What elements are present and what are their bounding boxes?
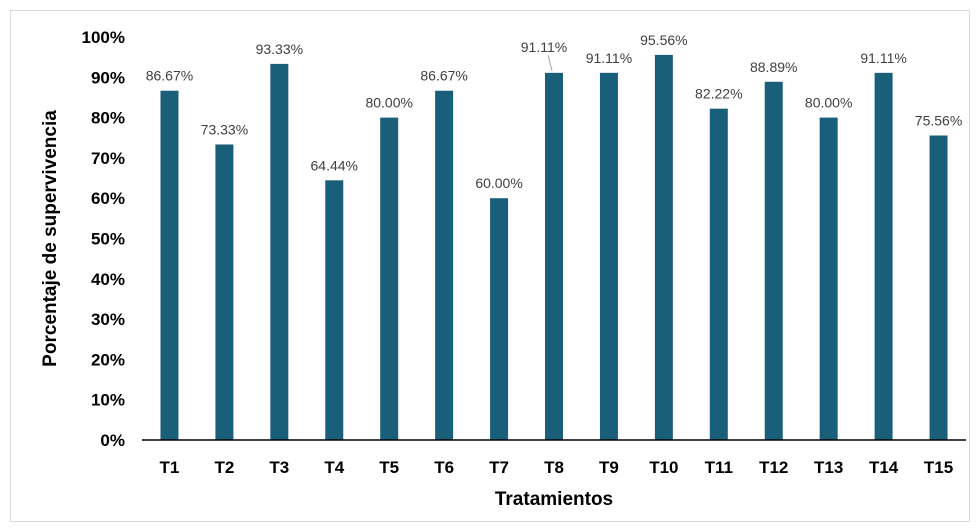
bar-t11 xyxy=(709,108,728,441)
data-label-t3: 93.33% xyxy=(256,41,303,57)
bar-t8 xyxy=(545,72,563,441)
x-category-t11: T11 xyxy=(705,458,733,477)
y-tick-label: 10% xyxy=(91,391,125,410)
x-category-t15: T15 xyxy=(924,458,953,477)
bar-t14 xyxy=(874,72,893,441)
data-label-t15: 75.56% xyxy=(915,112,962,128)
bar-t7 xyxy=(490,198,509,440)
data-label-t1: 86.67% xyxy=(146,68,193,84)
bar-t13 xyxy=(819,117,838,440)
y-tick-label: 0% xyxy=(100,431,125,450)
bar-t10 xyxy=(654,54,673,441)
data-label-t11: 82.22% xyxy=(695,86,742,102)
y-axis-title: Porcentaje de supervivencia xyxy=(40,110,61,367)
x-category-t5: T5 xyxy=(379,458,399,477)
y-axis-ticks: 0% 10% 20% 30% 40% 50% 60% 70% 80% 90% 100% xyxy=(82,28,125,450)
x-category-t8: T8 xyxy=(544,458,564,477)
data-label-t9: 91.11% xyxy=(586,50,632,66)
x-axis-categories: T1 T2 T3 T4 T5 T6 T7 T8 T9 T10 T11 T12 T13 T14 T15 xyxy=(160,458,954,477)
bar-t5 xyxy=(380,117,399,440)
x-category-t6: T6 xyxy=(434,458,454,477)
data-label-t10: 95.56% xyxy=(640,32,687,48)
bar-t1 xyxy=(160,90,179,440)
data-label-t7: 60.00% xyxy=(475,175,522,191)
y-tick-label: 30% xyxy=(91,310,125,329)
bar-t2 xyxy=(215,144,234,440)
x-category-t13: T13 xyxy=(814,458,843,477)
bar-t9 xyxy=(599,72,618,441)
y-tick-label: 40% xyxy=(91,270,125,289)
bar-t3 xyxy=(270,63,289,441)
data-label-t8: 91.11% xyxy=(521,39,567,55)
bar-t4 xyxy=(325,180,344,440)
bars xyxy=(160,54,948,441)
data-label-t13: 80.00% xyxy=(805,95,852,111)
x-category-t7: T7 xyxy=(489,458,509,477)
data-label-t4: 64.44% xyxy=(311,157,358,173)
data-label-t5: 80.00% xyxy=(365,95,412,111)
y-tick-label: 70% xyxy=(91,149,125,168)
t8-label-leader-line xyxy=(547,54,553,71)
x-category-t10: T10 xyxy=(649,458,678,477)
data-label-t14: 91.11% xyxy=(860,50,906,66)
x-category-t9: T9 xyxy=(599,458,619,477)
bar-t6 xyxy=(435,90,454,440)
y-tick-label: 50% xyxy=(91,230,125,249)
y-tick-label: 60% xyxy=(91,189,125,208)
x-category-t14: T14 xyxy=(869,458,899,477)
data-label-t6: 86.67% xyxy=(420,68,467,84)
y-tick-label: 90% xyxy=(91,68,125,87)
data-labels: 86.67% 73.33% 93.33% 64.44% 80.00% 86.67% 60.0… xyxy=(146,32,963,191)
x-category-t4: T4 xyxy=(324,458,344,477)
bar-t12 xyxy=(764,81,783,440)
x-category-t2: T2 xyxy=(214,458,234,477)
x-axis-title: Tratamientos xyxy=(495,489,613,510)
x-category-t1: T1 xyxy=(160,458,180,477)
y-tick-label: 100% xyxy=(82,28,125,47)
x-category-t3: T3 xyxy=(269,458,289,477)
bar-t15 xyxy=(929,135,948,440)
x-category-t12: T12 xyxy=(759,458,788,477)
y-tick-label: 80% xyxy=(91,109,125,128)
y-tick-label: 20% xyxy=(91,350,125,369)
data-label-t2: 73.33% xyxy=(201,121,248,137)
data-label-t12: 88.89% xyxy=(750,59,797,75)
